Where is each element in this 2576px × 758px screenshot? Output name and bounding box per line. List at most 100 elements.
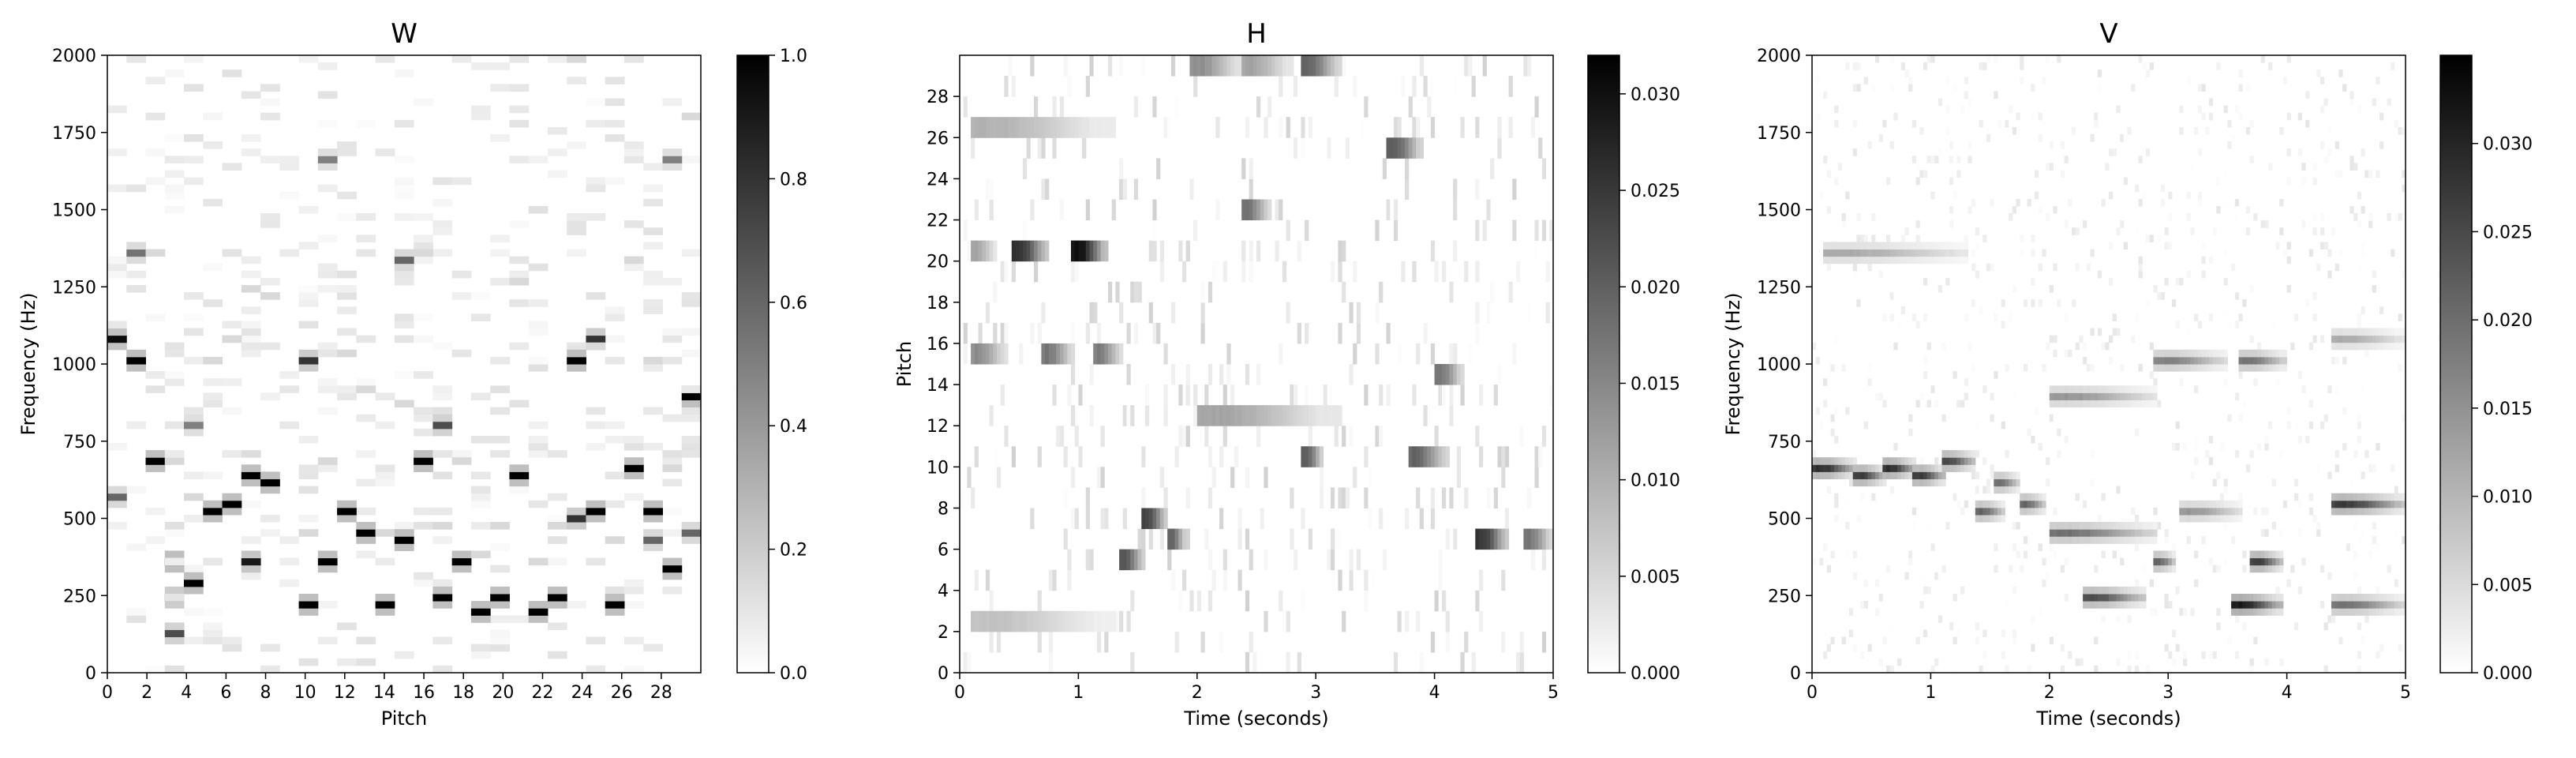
heatmap-cell bbox=[1390, 137, 1395, 159]
heatmap-cell bbox=[1934, 400, 1939, 408]
heatmap-cell bbox=[2264, 658, 2269, 666]
heatmap-cell bbox=[605, 335, 625, 343]
heatmap-cell bbox=[2175, 443, 2180, 451]
heatmap-cell bbox=[2327, 148, 2332, 156]
heatmap-cell bbox=[993, 549, 998, 571]
heatmap-cell bbox=[1949, 141, 1954, 149]
heatmap-cell bbox=[107, 493, 127, 501]
heatmap-cell bbox=[967, 651, 972, 674]
heatmap-cell bbox=[279, 421, 300, 430]
heatmap-cell bbox=[1000, 610, 1005, 632]
heatmap-cell bbox=[2242, 364, 2247, 372]
heatmap-cell bbox=[2368, 328, 2373, 336]
colorbar bbox=[2439, 54, 2473, 674]
heatmap-cell bbox=[356, 529, 376, 537]
heatmap-cell bbox=[432, 471, 453, 479]
heatmap-cell bbox=[1308, 55, 1312, 77]
heatmap-cell bbox=[1889, 292, 1894, 300]
heatmap-cell bbox=[1249, 55, 1253, 77]
heatmap-cell bbox=[681, 156, 702, 163]
heatmap-cell bbox=[1882, 471, 1887, 479]
heatmap-cell bbox=[1196, 405, 1201, 426]
heatmap-cell bbox=[547, 450, 567, 458]
heatmap-cell bbox=[1900, 62, 1905, 70]
heatmap-cell bbox=[2334, 170, 2339, 178]
heatmap-cell bbox=[1900, 256, 1905, 265]
heatmap-cell bbox=[414, 507, 433, 516]
heatmap-cell bbox=[1108, 117, 1113, 138]
heatmap-cell bbox=[2038, 205, 2042, 214]
heatmap-cell bbox=[1152, 508, 1157, 530]
heatmap-cell bbox=[974, 343, 979, 365]
heatmap-cell bbox=[1305, 385, 1309, 406]
heatmap-cell bbox=[2046, 213, 2050, 221]
heatmap-cell bbox=[414, 371, 433, 379]
heatmap-cell bbox=[2357, 342, 2362, 351]
heatmap-cell bbox=[2168, 557, 2173, 566]
colorbar-tick-label: 0.020 bbox=[2483, 311, 2533, 331]
heatmap-cell bbox=[1886, 242, 1891, 250]
heatmap-cell bbox=[2001, 321, 2005, 329]
heatmap-cell bbox=[1852, 263, 1857, 272]
heatmap-cell bbox=[2146, 536, 2151, 544]
heatmap-cell bbox=[1301, 405, 1305, 426]
heatmap-cell bbox=[1994, 371, 1998, 379]
heatmap-cell bbox=[1852, 644, 1857, 652]
heatmap-cell bbox=[2387, 593, 2391, 602]
heatmap-cell bbox=[1252, 55, 1257, 77]
heatmap-cell bbox=[1067, 569, 1072, 591]
heatmap-cell bbox=[2194, 514, 2199, 523]
heatmap-cell bbox=[1871, 478, 1876, 487]
heatmap-cell bbox=[2083, 536, 2087, 544]
heatmap-cell bbox=[1863, 256, 1868, 265]
x-tick-label: 12 bbox=[334, 683, 356, 703]
heatmap-cell bbox=[1519, 426, 1524, 447]
heatmap-cell bbox=[2312, 514, 2317, 523]
heatmap-cell bbox=[1923, 62, 1928, 70]
heatmap-cell bbox=[1897, 249, 1902, 257]
heatmap-cell bbox=[2271, 356, 2276, 365]
heatmap-cell bbox=[2353, 213, 2358, 221]
heatmap-cell bbox=[1953, 464, 1957, 472]
heatmap-cell bbox=[126, 242, 147, 250]
heatmap-cell bbox=[1386, 385, 1391, 406]
heatmap-cell bbox=[2097, 112, 2102, 121]
heatmap-cell bbox=[1345, 487, 1350, 508]
heatmap-cell bbox=[1126, 322, 1131, 344]
heatmap-cell bbox=[2372, 328, 2376, 336]
heatmap-cell bbox=[567, 356, 586, 365]
heatmap-cell bbox=[1390, 199, 1395, 221]
heatmap-cell bbox=[1826, 256, 1831, 265]
heatmap-cell bbox=[1163, 405, 1168, 426]
heatmap-cell bbox=[414, 335, 433, 343]
heatmap-cell bbox=[1427, 446, 1432, 467]
heatmap-cell bbox=[2031, 500, 2035, 508]
heatmap-cell bbox=[414, 464, 433, 472]
heatmap-cell bbox=[2379, 493, 2384, 501]
heatmap-cell bbox=[1949, 249, 1954, 257]
heatmap-cell bbox=[2183, 500, 2188, 508]
heatmap-cell bbox=[2023, 507, 2028, 516]
heatmap-cell bbox=[1863, 471, 1868, 479]
heatmap-cell bbox=[1152, 322, 1157, 344]
heatmap-cell bbox=[2064, 522, 2069, 530]
heatmap-cell bbox=[298, 593, 319, 602]
heatmap-cell bbox=[2257, 565, 2262, 573]
heatmap-cell bbox=[1011, 610, 1016, 632]
heatmap-cell bbox=[356, 478, 376, 487]
heatmap-cell bbox=[164, 457, 185, 465]
heatmap-cell bbox=[490, 356, 510, 365]
heatmap-cell bbox=[1085, 487, 1090, 508]
heatmap-cell bbox=[1841, 242, 1846, 250]
heatmap-cell bbox=[2361, 493, 2365, 501]
heatmap-cell bbox=[2009, 105, 2013, 114]
heatmap-cell bbox=[985, 302, 990, 324]
heatmap-cell bbox=[1845, 249, 1850, 257]
heatmap-cell bbox=[1052, 117, 1057, 138]
heatmap-cell bbox=[432, 220, 453, 228]
heatmap-cell bbox=[993, 281, 998, 303]
heatmap-cell bbox=[2268, 163, 2273, 171]
heatmap-cell bbox=[2249, 364, 2254, 372]
heatmap-cell bbox=[2257, 349, 2262, 358]
heatmap-cell bbox=[1397, 610, 1402, 632]
